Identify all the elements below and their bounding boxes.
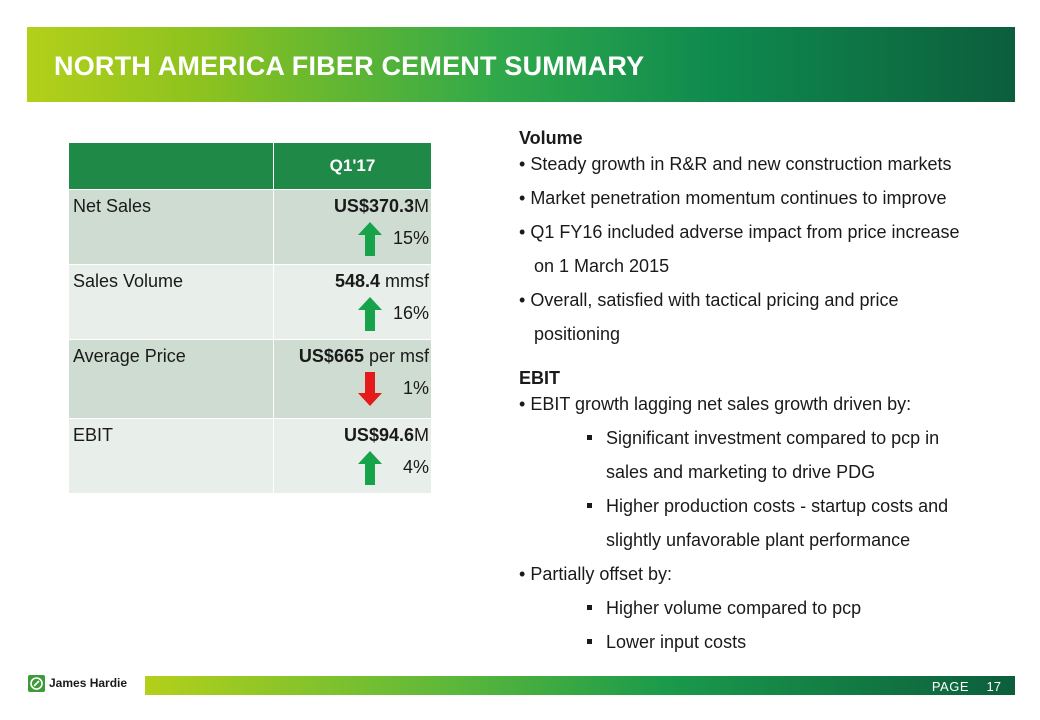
title-bar: NORTH AMERICA FIBER CEMENT SUMMARY [27, 27, 1015, 102]
row-label: Average Price [68, 339, 274, 419]
bullet-item: • Partially offset by: [519, 564, 673, 584]
bullet-item: • EBIT growth lagging net sales growth d… [519, 394, 912, 414]
row-pct: 1% [402, 378, 429, 398]
row-value: US$665 [298, 346, 364, 366]
up-arrow-icon [358, 222, 382, 256]
summary-table: Q1'17 Net Sales US$370.3M 15% Sales Volu… [68, 142, 432, 494]
row-label: Sales Volume [68, 264, 274, 340]
square-bullet-icon [587, 638, 592, 644]
sub-bullet-item: Lower input costs [519, 632, 989, 666]
sub-bullet-item: Higher volume compared to pcp [519, 598, 989, 632]
row-pct: 16% [392, 303, 429, 323]
row-value-cell: US$665 per msf 1% [273, 339, 432, 419]
row-value: US$94.6 [343, 425, 414, 445]
row-value-unit: per msf [363, 346, 429, 366]
row-pct: 4% [402, 457, 429, 477]
square-bullet-icon [587, 434, 592, 440]
table-row: Average Price US$665 per msf 1% [68, 339, 432, 419]
commentary: Volume • Steady growth in R&R and new co… [519, 128, 989, 666]
row-pct: 15% [392, 228, 429, 248]
row-value-unit: M [414, 425, 429, 445]
table-row: EBIT US$94.6M 4% [68, 418, 432, 494]
header-blank-cell [68, 142, 274, 190]
volume-heading: Volume [519, 128, 583, 148]
bullet-continuation: positioning [534, 324, 621, 344]
page-number: 17 [986, 679, 1001, 694]
row-label: Net Sales [68, 189, 274, 265]
logo-mark-icon [28, 675, 45, 692]
square-bullet-icon [587, 502, 592, 508]
row-value: 548.4 [334, 271, 380, 291]
bullet-continuation: on 1 March 2015 [534, 256, 670, 276]
header-period: Q1'17 [273, 142, 432, 190]
brand-name: James Hardie [49, 676, 128, 690]
bullet-item: • Q1 FY16 included adverse impact from p… [519, 222, 960, 242]
up-arrow-icon [358, 451, 382, 485]
table-header-row: Q1'17 [68, 142, 432, 190]
footer-bar: PAGE 17 [145, 676, 1015, 695]
square-bullet-icon [587, 604, 592, 610]
page-label: PAGE [931, 679, 969, 694]
up-arrow-icon [358, 297, 382, 331]
down-arrow-icon [358, 372, 382, 406]
sub-bullet-continuation: sales and marketing to drive PDG [606, 462, 876, 482]
row-value-cell: 548.4 mmsf 16% [273, 264, 432, 340]
page-title: NORTH AMERICA FIBER CEMENT SUMMARY [54, 51, 645, 81]
row-label: EBIT [68, 418, 274, 494]
row-value-cell: US$94.6M 4% [273, 418, 432, 494]
row-value-unit: M [414, 196, 429, 216]
sub-bullet-continuation: slightly unfavorable plant performance [606, 530, 911, 550]
bullet-item: • Overall, satisfied with tactical prici… [519, 290, 899, 310]
bullet-item: • Steady growth in R&R and new construct… [519, 154, 952, 174]
row-value-unit: mmsf [380, 271, 429, 291]
table-row: Sales Volume 548.4 mmsf 16% [68, 264, 432, 340]
row-value: US$370.3 [333, 196, 414, 216]
ebit-heading: EBIT [519, 368, 561, 388]
sub-bullet-item: Higher production costs - startup costs … [519, 496, 989, 530]
table-row: Net Sales US$370.3M 15% [68, 189, 432, 265]
sub-bullet-item: Significant investment compared to pcp i… [519, 428, 989, 462]
row-value-cell: US$370.3M 15% [273, 189, 432, 265]
bullet-item: • Market penetration momentum continues … [519, 188, 947, 208]
